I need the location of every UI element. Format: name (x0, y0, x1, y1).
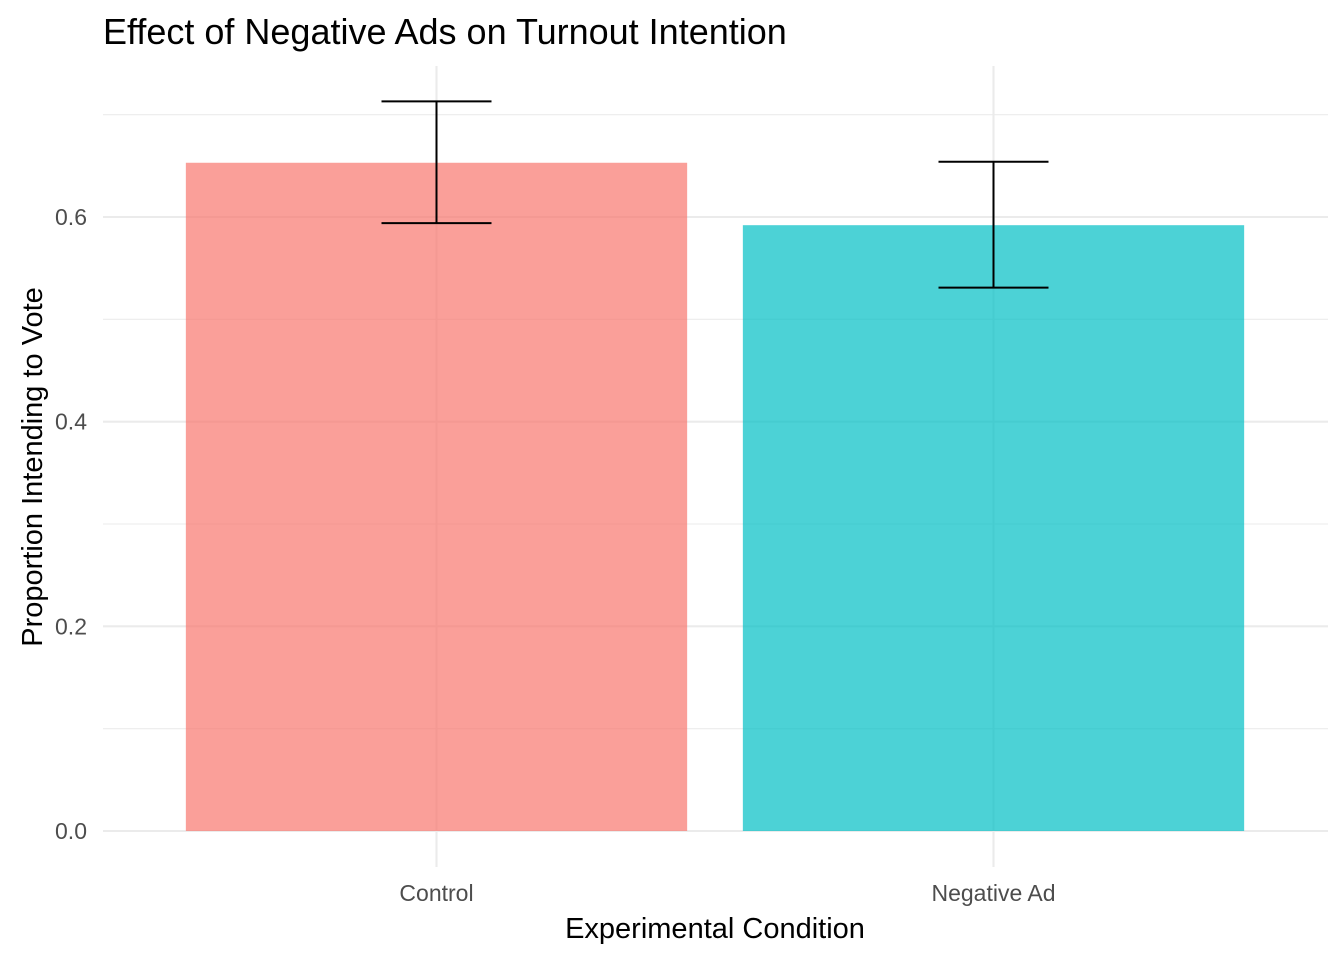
x-axis-ticks: Control Negative Ad (399, 880, 1055, 906)
bar-control (185, 162, 688, 832)
x-tick-label: Negative Ad (931, 880, 1055, 906)
y-tick-label: 0.0 (55, 818, 87, 844)
y-axis-ticks: 0.0 0.2 0.4 0.6 (55, 204, 87, 844)
y-tick-label: 0.6 (55, 204, 87, 230)
error-bar-negative-ad (938, 160, 1049, 289)
y-tick-label: 0.4 (55, 409, 87, 435)
bar-negative-ad (742, 225, 1245, 832)
y-tick-label: 0.2 (55, 613, 87, 639)
x-tick-label: Control (399, 880, 473, 906)
chart-title: Effect of Negative Ads on Turnout Intent… (103, 11, 787, 52)
y-axis-title: Proportion Intending to Vote (17, 287, 49, 647)
error-bars (381, 100, 1049, 289)
bars (185, 162, 1245, 832)
error-bar-control (381, 100, 492, 225)
x-axis-title: Experimental Condition (565, 913, 865, 945)
